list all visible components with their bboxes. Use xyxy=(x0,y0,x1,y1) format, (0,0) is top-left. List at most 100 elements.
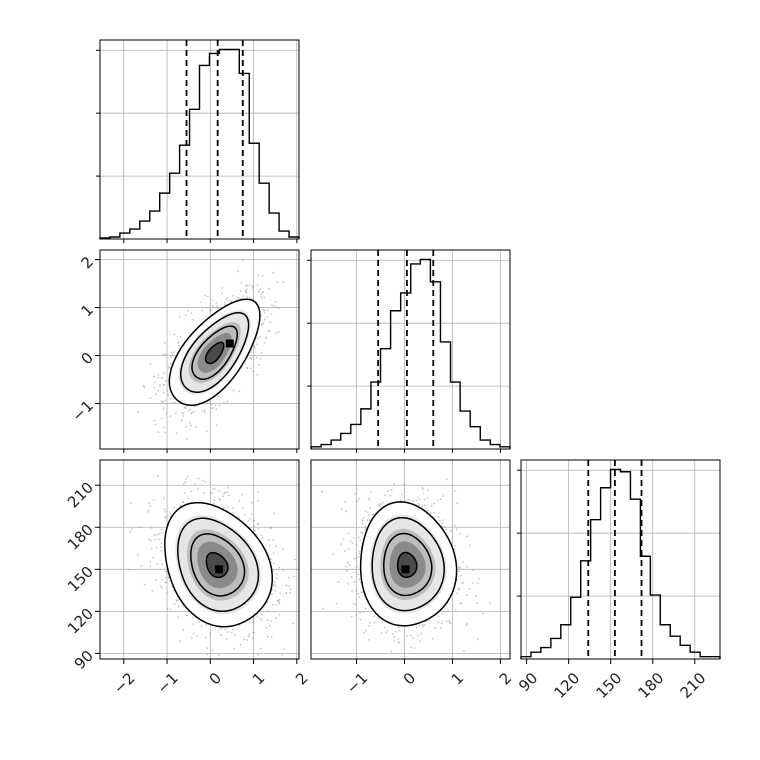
density-p0-p2 xyxy=(127,445,296,657)
sample-point xyxy=(266,636,269,638)
sample-point xyxy=(335,602,338,605)
sample-point xyxy=(353,557,356,560)
sample-point xyxy=(449,621,451,624)
contour-line xyxy=(168,298,261,407)
sample-point xyxy=(202,479,205,482)
sample-point xyxy=(263,309,266,312)
sample-point xyxy=(260,534,263,537)
sample-point xyxy=(162,383,165,386)
sample-point xyxy=(377,617,380,620)
sample-point xyxy=(153,419,156,422)
sample-point xyxy=(344,500,347,503)
sample-point xyxy=(174,412,177,415)
sample-point xyxy=(474,595,477,597)
sample-point xyxy=(256,343,258,345)
sample-point xyxy=(393,635,395,638)
sample-point xyxy=(320,490,323,493)
sample-point xyxy=(445,620,448,623)
sample-point xyxy=(340,508,343,511)
sample-point xyxy=(368,499,371,502)
sample-point xyxy=(269,321,272,324)
sample-point xyxy=(241,493,244,496)
sample-point xyxy=(355,614,358,616)
sample-point xyxy=(160,586,163,589)
sample-point xyxy=(196,634,199,637)
sample-point xyxy=(285,592,288,595)
sample-point xyxy=(224,301,226,304)
xtick-label-p1: 0 xyxy=(400,669,419,688)
sample-point xyxy=(146,511,149,513)
panel-frame-p1-p2 xyxy=(310,459,511,660)
sample-point xyxy=(351,542,354,545)
sample-point xyxy=(274,617,277,619)
sample-point xyxy=(433,515,436,518)
sample-point xyxy=(270,445,272,447)
panel-frame-p0-p2 xyxy=(99,459,300,660)
sample-point xyxy=(212,299,214,302)
sample-point xyxy=(278,602,281,605)
sample-point xyxy=(250,512,253,515)
sample-point xyxy=(358,550,361,552)
sample-point xyxy=(156,376,159,379)
sample-point xyxy=(367,638,370,641)
sample-point xyxy=(172,589,175,592)
sample-point xyxy=(430,504,433,507)
sample-point xyxy=(205,623,208,626)
sample-point xyxy=(381,621,384,623)
sample-point xyxy=(272,539,274,542)
sample-point xyxy=(272,305,275,307)
sample-point xyxy=(407,499,409,501)
sample-point xyxy=(401,493,404,496)
sample-point xyxy=(278,613,280,616)
sample-point xyxy=(177,606,180,608)
sample-point xyxy=(238,390,241,393)
panel-frame-p0-p1 xyxy=(99,249,300,450)
sample-point xyxy=(201,309,203,312)
sample-point xyxy=(278,566,281,569)
sample-point xyxy=(289,591,292,594)
sample-point xyxy=(357,555,360,558)
sample-point xyxy=(476,582,479,585)
sample-point xyxy=(476,602,479,605)
sample-point xyxy=(261,323,264,326)
sample-point xyxy=(209,298,212,300)
sample-point xyxy=(153,534,156,536)
sample-point xyxy=(156,534,158,536)
sample-point xyxy=(458,588,461,591)
sample-point xyxy=(391,633,394,636)
sample-point xyxy=(386,630,389,632)
sample-point xyxy=(287,576,290,579)
sample-point xyxy=(187,497,189,499)
sample-point xyxy=(383,494,386,497)
sample-point xyxy=(210,491,212,494)
sample-point xyxy=(293,558,296,561)
sample-point xyxy=(178,344,180,347)
sample-point xyxy=(438,519,441,522)
sample-point xyxy=(130,502,133,504)
sample-point xyxy=(250,501,253,504)
sample-point xyxy=(257,290,260,293)
density-fill xyxy=(205,342,224,364)
sample-point xyxy=(248,633,251,636)
sample-point xyxy=(285,584,288,587)
sample-point xyxy=(164,380,167,382)
sample-point xyxy=(191,318,194,321)
sample-point xyxy=(347,532,350,535)
sample-point xyxy=(260,296,263,298)
sample-point xyxy=(265,336,268,339)
hist-grid-p1 xyxy=(311,250,510,449)
sample-point xyxy=(281,653,283,656)
sample-point xyxy=(211,488,214,490)
sample-point xyxy=(398,641,401,644)
sample-point xyxy=(282,568,285,571)
sample-point xyxy=(282,281,285,284)
sample-point xyxy=(421,623,424,626)
sample-point xyxy=(190,312,193,315)
sample-point xyxy=(160,546,163,548)
sample-point xyxy=(173,506,175,509)
sample-point xyxy=(361,591,364,594)
sample-point xyxy=(471,581,474,584)
sample-point xyxy=(223,402,225,404)
sample-point xyxy=(416,496,419,499)
sample-point xyxy=(239,643,242,646)
